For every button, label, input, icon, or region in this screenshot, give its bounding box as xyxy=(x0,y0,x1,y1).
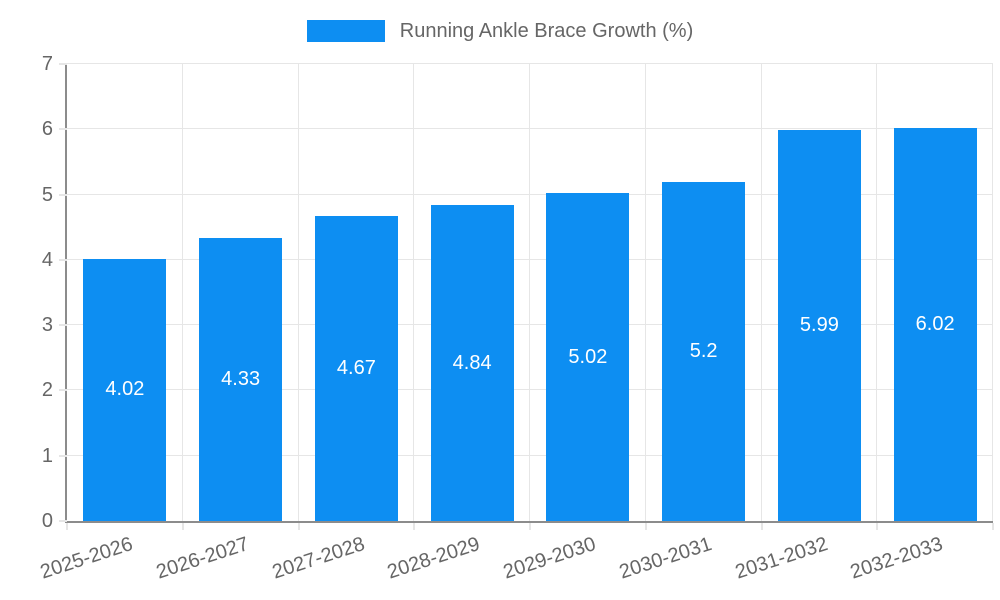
grid-line-h xyxy=(67,63,993,64)
grid-line-v xyxy=(992,64,993,521)
y-axis-label: 5 xyxy=(41,183,53,206)
y-axis-tick xyxy=(59,258,67,261)
bar[interactable]: 5.02 xyxy=(546,193,630,521)
bar[interactable]: 4.67 xyxy=(314,216,398,521)
x-axis-tick xyxy=(760,523,763,530)
bar-value-label: 5.99 xyxy=(799,313,839,336)
grid-line-h xyxy=(67,324,993,326)
legend-swatch xyxy=(306,20,385,42)
grid-line-v xyxy=(644,64,646,521)
x-axis-label: 2031-2032 xyxy=(732,533,831,584)
grid-line-v xyxy=(181,64,183,521)
y-axis-label: 3 xyxy=(41,314,53,337)
x-axis-tick xyxy=(66,523,68,530)
grid-line-v xyxy=(529,64,530,521)
x-axis-label: 2025-2026 xyxy=(37,533,136,584)
x-axis-label: 2028-2029 xyxy=(385,533,483,584)
x-axis-label: 2027-2028 xyxy=(269,533,368,584)
y-axis-label: 1 xyxy=(41,444,53,467)
y-axis-tick xyxy=(59,520,67,522)
grid-line-v xyxy=(760,64,762,521)
bar-value-label: 4.02 xyxy=(105,378,145,401)
bar[interactable]: 4.84 xyxy=(430,205,514,521)
y-axis-label: 4 xyxy=(41,248,53,271)
x-axis-label: 2032-2033 xyxy=(848,533,946,584)
y-axis-tick xyxy=(59,128,67,131)
bar[interactable]: 4.33 xyxy=(199,238,283,521)
grid-line-h xyxy=(67,454,993,456)
bar-value-label: 5.02 xyxy=(568,345,608,368)
bar-value-label: 4.33 xyxy=(221,368,261,391)
grid-line-h xyxy=(67,128,993,130)
grid-line-h xyxy=(67,193,993,195)
plot-area xyxy=(65,64,993,523)
legend-label: Running Ankle Brace Growth (%) xyxy=(399,20,694,42)
x-axis-tick xyxy=(876,523,879,530)
y-axis-tick xyxy=(59,63,67,65)
y-axis-label: 0 xyxy=(41,510,53,532)
y-axis-tick xyxy=(59,454,67,457)
bar[interactable]: 4.02 xyxy=(83,258,167,521)
bar-value-label: 6.02 xyxy=(915,312,955,335)
grid-line-v xyxy=(297,64,299,521)
y-axis-tick xyxy=(59,389,67,392)
x-axis-label: 2026-2027 xyxy=(153,533,252,584)
bar-value-label: 4.84 xyxy=(452,351,492,374)
y-axis-label: 2 xyxy=(41,379,53,402)
chart-legend[interactable]: Running Ankle Brace Growth (%) xyxy=(0,18,1000,44)
bar[interactable]: 6.02 xyxy=(893,127,977,521)
y-axis-tick xyxy=(59,324,67,327)
y-axis-tick xyxy=(59,193,67,196)
bar[interactable]: 5.99 xyxy=(777,129,861,521)
x-axis-tick xyxy=(992,523,994,530)
x-axis-tick xyxy=(644,523,647,530)
x-axis-label: 2030-2031 xyxy=(616,533,715,584)
x-axis-tick xyxy=(181,523,184,530)
bar[interactable]: 5.2 xyxy=(662,181,746,521)
y-axis-label: 6 xyxy=(41,118,53,141)
x-axis-tick xyxy=(529,523,531,530)
x-axis-tick xyxy=(297,523,300,530)
grid-line-v xyxy=(876,64,878,521)
grid-line-v xyxy=(413,64,415,521)
bar-value-label: 4.67 xyxy=(336,357,376,380)
grid-line-h xyxy=(67,258,993,260)
x-axis-tick xyxy=(413,523,416,530)
x-axis-label: 2029-2030 xyxy=(500,533,599,584)
grid-line-h xyxy=(67,389,993,391)
bar-value-label: 5.2 xyxy=(689,339,718,362)
y-axis-label: 7 xyxy=(41,53,53,75)
